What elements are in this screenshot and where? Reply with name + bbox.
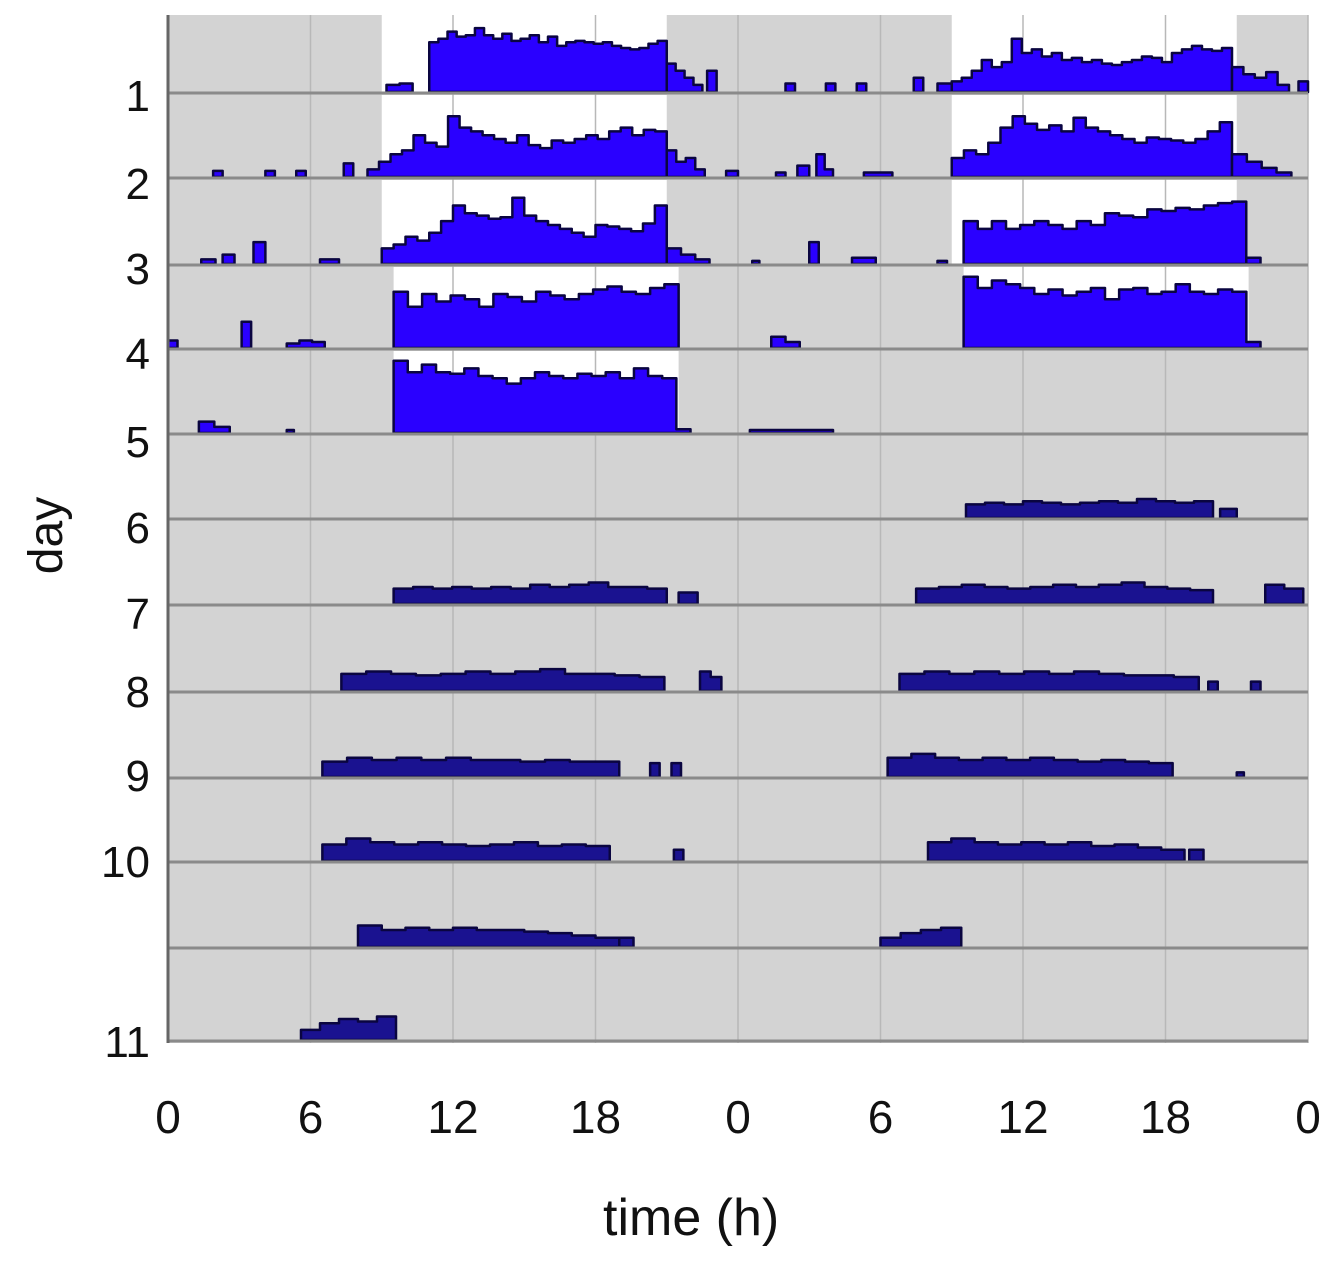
activity-bout [295, 169, 307, 179]
activity-bout [964, 497, 1215, 520]
x-axis-label: time (h) [603, 1189, 780, 1247]
activity-bout [665, 62, 704, 94]
activity-bout [200, 258, 217, 266]
activity-bout [665, 149, 706, 179]
activity-bout [252, 240, 267, 266]
activity-bout [705, 69, 718, 94]
activity-bout [665, 247, 711, 266]
activity-bout [380, 196, 668, 266]
activity-bout [356, 924, 621, 949]
activity-bout [886, 752, 1174, 779]
activity-bout [240, 320, 253, 350]
activity-bout [648, 761, 661, 779]
activity-bout [926, 837, 1186, 863]
y-tick-label: 10 [101, 838, 150, 887]
activity-bout [1230, 152, 1293, 179]
activity-bout [1235, 771, 1246, 779]
y-tick-label: 2 [125, 160, 150, 209]
activity-bout [618, 936, 635, 949]
activity-bout [392, 581, 668, 606]
x-tick-label: 6 [297, 1091, 324, 1143]
activity-bout [855, 82, 868, 94]
y-tick-label: 7 [125, 590, 150, 639]
y-tick-label: 9 [125, 752, 150, 801]
activity-bout [318, 258, 341, 266]
activity-bout [962, 200, 1248, 266]
activity-bout [428, 26, 668, 94]
activity-bout [340, 667, 666, 693]
y-tick-label: 3 [125, 245, 150, 294]
activity-bout [1207, 680, 1219, 693]
activity-bout [1264, 583, 1305, 606]
activity-bout [1249, 680, 1262, 693]
activity-bout [285, 339, 326, 350]
y-tick-label: 11 [104, 1018, 150, 1067]
activity-bout [824, 82, 837, 94]
y-tick-label: 8 [125, 668, 150, 717]
y-tick-label: 5 [125, 418, 150, 467]
activity-bout [936, 82, 953, 94]
activity-bout [1245, 256, 1262, 266]
activity-bout [1188, 848, 1205, 863]
activity-bout [879, 926, 963, 949]
activity-bout [962, 275, 1262, 350]
x-tick-label: 18 [569, 1091, 622, 1143]
activity-bout [914, 581, 1215, 606]
activity-bout [1218, 507, 1238, 520]
activity-bout [774, 171, 787, 179]
activity-bout [677, 591, 699, 606]
activity-bout [950, 37, 1234, 94]
y-axis-label: day [20, 496, 74, 575]
activity-bout [342, 162, 355, 179]
activity-bout [392, 283, 680, 350]
activity-bout [1230, 65, 1291, 94]
activity-bout [912, 76, 925, 94]
activity-bout [670, 761, 683, 779]
activity-bout [850, 256, 877, 266]
activity-bout [672, 848, 685, 863]
activity-bout [264, 169, 277, 179]
activity-bout [392, 359, 692, 435]
activity-bout [221, 253, 236, 266]
y-tick-label: 1 [125, 72, 150, 121]
x-tick-label: 12 [997, 1091, 1049, 1143]
activity-bout [862, 171, 894, 179]
activity-bout [898, 670, 1200, 693]
x-tick-label: 18 [1139, 1091, 1192, 1143]
y-tick-label: 4 [125, 330, 150, 379]
activity-bout [808, 240, 820, 266]
activity-bout [321, 837, 611, 863]
activity-bout [1297, 80, 1310, 94]
activity-bout [950, 114, 1234, 179]
y-tick-label: 6 [125, 504, 150, 553]
x-tick-label: 0 [1295, 1091, 1321, 1143]
x-tick-label: 6 [867, 1091, 894, 1143]
x-tick-label: 0 [725, 1091, 751, 1143]
x-tick-label: 0 [155, 1091, 181, 1143]
activity-bout [784, 82, 797, 94]
activity-bout [211, 169, 224, 179]
activity-bout [299, 1015, 398, 1042]
activity-bout [321, 756, 621, 779]
activity-bout [366, 114, 668, 179]
x-tick-label: 12 [427, 1091, 479, 1143]
activity-bout [796, 164, 811, 179]
activity-bout [385, 82, 414, 94]
activity-bout [724, 169, 740, 179]
